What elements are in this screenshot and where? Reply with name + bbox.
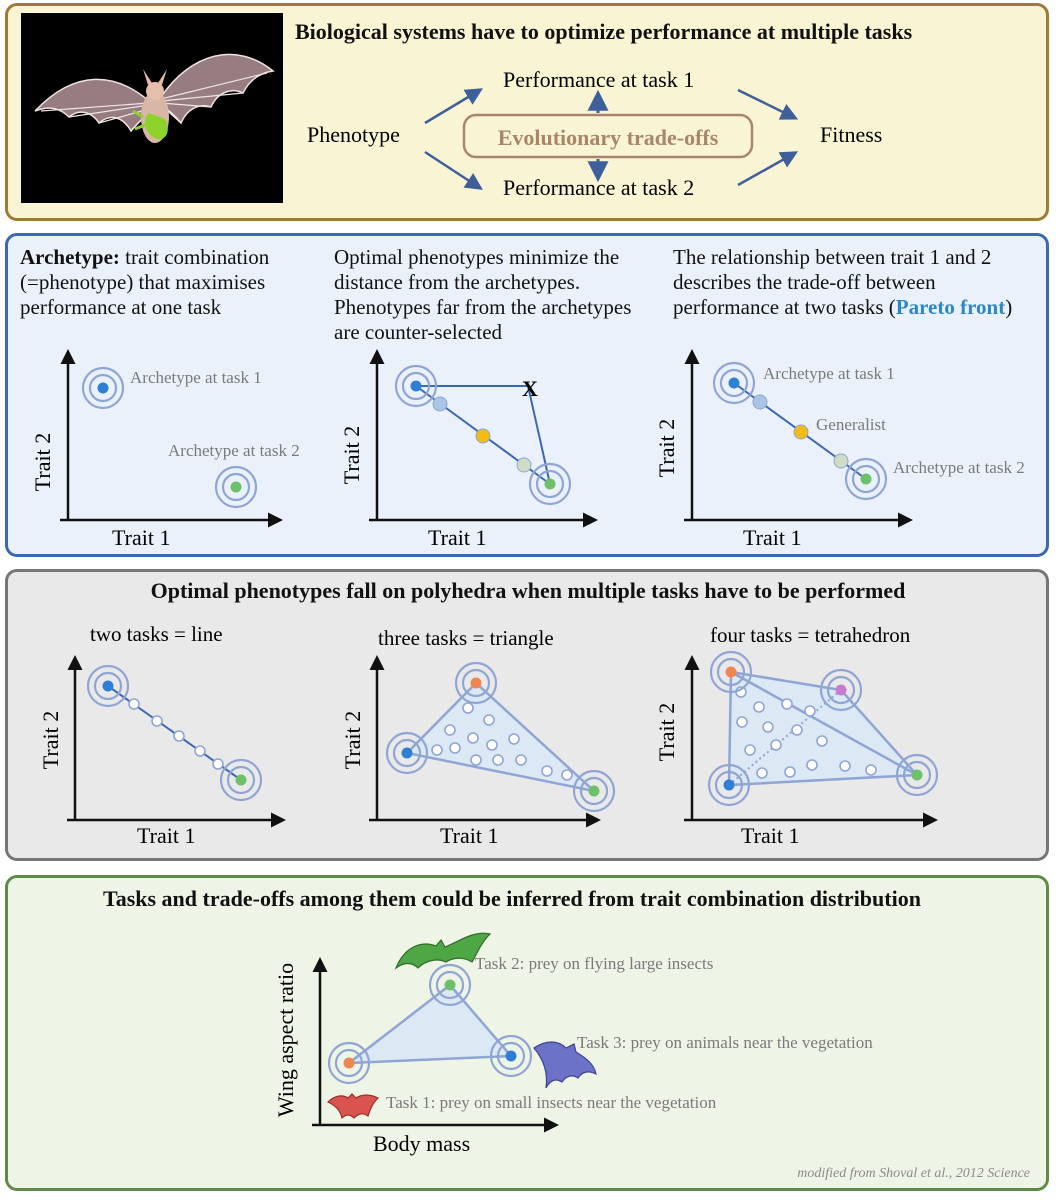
plot-archetypes: Trait 1 Trait 2 Archetype at task 1 Arch… <box>30 349 300 550</box>
task2-label: Task 2: prey on flying large insects <box>475 954 713 973</box>
tetra-plot-x-label: Trait 1 <box>741 823 799 848</box>
arrow-task1-fitness <box>737 88 799 120</box>
tetra-archetype-bottom-right <box>895 753 939 797</box>
plot3-archetype-task2-label: Archetype at task 2 <box>893 458 1025 477</box>
bat-task-triangle <box>345 983 514 1065</box>
plot2-generalist-dot <box>475 428 491 444</box>
red-bat-icon <box>326 1093 380 1120</box>
pareto-description: The relationship between trait 1 and 2 d… <box>673 245 1045 320</box>
plot3-generalist-label: Generalist <box>816 415 886 434</box>
triangle-phenotype-dots <box>431 702 573 781</box>
line-archetype1 <box>86 664 130 708</box>
phenotype-fitness-flow: Phenotype Performance at task 1 Performa… <box>307 67 882 200</box>
bat-photo <box>21 13 283 203</box>
tradeoffs-label: Evolutionary trade-offs <box>498 125 719 150</box>
plot2-y-label: Trait 2 <box>339 426 364 484</box>
arrow-phenotype-task1 <box>424 88 484 125</box>
tetra-archetype-bottom-left <box>707 763 751 807</box>
plot3-archetype-task1-label: Archetype at task 1 <box>763 364 895 383</box>
wing-aspect-ratio-label: Wing aspect ratio <box>273 963 298 1117</box>
two-tasks-label: two tasks = line <box>90 622 223 646</box>
plot3-x-label: Trait 1 <box>743 525 801 550</box>
triangle-archetype-top <box>454 661 498 705</box>
plot2-archetype2 <box>528 462 572 506</box>
task3-label: Task 3: prey on animals near the vegetat… <box>577 1033 873 1052</box>
line-phenotype-dots <box>128 698 224 770</box>
phenotype-label: Phenotype <box>307 122 400 147</box>
fitness-label: Fitness <box>820 122 882 147</box>
archetype-term: Archetype: <box>20 245 120 269</box>
line-plot-y-label: Trait 2 <box>38 711 63 769</box>
bat-illustration <box>21 13 283 203</box>
tetrahedron-edge <box>730 670 918 777</box>
archetype-definition: Archetype: trait combination (=phenotype… <box>20 245 320 320</box>
triangle-archetype-right <box>572 769 616 813</box>
task1-label: Task 1: prey on small insects near the v… <box>386 1093 717 1112</box>
source-credit: modified from Shoval et al., 2012 Scienc… <box>797 1166 1030 1181</box>
plot3-y-label: Trait 2 <box>654 419 679 477</box>
plot3-archetype2 <box>844 457 888 501</box>
task2-archetype <box>428 963 472 1007</box>
bat-tasks-title: Tasks and trade-offs among them could be… <box>103 886 921 911</box>
plot3-intermediate-dot <box>752 394 768 410</box>
plot1-archetype-task2-label: Archetype at task 2 <box>168 441 300 460</box>
archetype-task1-target <box>81 366 125 410</box>
tradeoffs-box <box>462 113 754 159</box>
arrow-phenotype-task2 <box>424 150 483 190</box>
pareto-text: The relationship between trait 1 and 2 d… <box>673 245 992 319</box>
tetra-plot-y-label: Trait 2 <box>654 703 679 761</box>
plot1-archetype-task1-label: Archetype at task 1 <box>130 368 262 387</box>
arrow-task2-fitness <box>737 151 799 187</box>
plot2-intermediate-dot <box>432 396 448 412</box>
archetype-task2-target <box>214 465 258 509</box>
plot1-y-label: Trait 2 <box>30 433 55 491</box>
pareto-front-term: Pareto front <box>895 295 1006 319</box>
task1-archetype <box>327 1041 371 1085</box>
plot-two-tasks-line: two tasks = line Trait 1 Trait 2 <box>38 622 286 848</box>
plot1-x-label: Trait 1 <box>112 525 170 550</box>
plot2-x-label: Trait 1 <box>428 525 486 550</box>
plot2-archetype1 <box>394 364 438 408</box>
plot3-intermediate-dot <box>833 453 849 469</box>
panel1-title: Biological systems have to optimize perf… <box>295 19 913 44</box>
pareto-close-paren: ) <box>1005 295 1013 319</box>
tetra-archetype-top-right <box>819 668 863 712</box>
triangle-archetype-left <box>385 731 429 775</box>
green-bat-icon <box>394 932 492 970</box>
archetype-definition-text: trait combination (=phenotype) that maxi… <box>20 245 270 319</box>
tetra-phenotype-dots <box>735 686 877 779</box>
plot3-generalist-dot <box>793 424 809 440</box>
triangle-plot-x-label: Trait 1 <box>440 823 498 848</box>
plot-optimal-distance: Trait 1 Trait 2 X <box>339 349 598 550</box>
counter-selected-path <box>416 385 551 485</box>
plot-four-tasks-tetrahedron: four tasks = tetrahedron Trait 1 Trait 2 <box>654 623 939 848</box>
bat-tasks-panel <box>5 875 1049 1191</box>
task1-performance-label: Performance at task 1 <box>503 67 694 92</box>
optimal-phenotypes-text: Optimal phenotypes minimize the distance… <box>334 245 632 344</box>
line-plot-x-label: Trait 1 <box>137 823 195 848</box>
triangle-shape <box>404 681 599 794</box>
plot2-intermediate-dot <box>516 457 532 473</box>
body-mass-label: Body mass <box>373 1131 470 1156</box>
purple-bat-icon <box>533 1041 597 1089</box>
plot3-archetype1 <box>712 361 756 405</box>
triangle-plot-y-label: Trait 2 <box>340 711 365 769</box>
tetra-archetype-top-left <box>709 650 753 694</box>
plot-pareto-front: Trait 1 Trait 2 Archetype at task 1 Gene… <box>654 349 1025 550</box>
archetype-panel <box>5 233 1049 557</box>
four-tasks-label: four tasks = tetrahedron <box>710 623 911 647</box>
three-tasks-label: three tasks = triangle <box>378 626 554 650</box>
counter-selected-x-mark: X <box>522 376 538 401</box>
task3-archetype <box>489 1034 533 1078</box>
polyhedra-title: Optimal phenotypes fall on polyhedra whe… <box>150 578 906 603</box>
polyhedra-panel <box>5 569 1049 861</box>
line-archetype2 <box>219 758 263 802</box>
plot-three-tasks-triangle: three tasks = triangle Trait 1 Trait 2 <box>340 626 616 848</box>
